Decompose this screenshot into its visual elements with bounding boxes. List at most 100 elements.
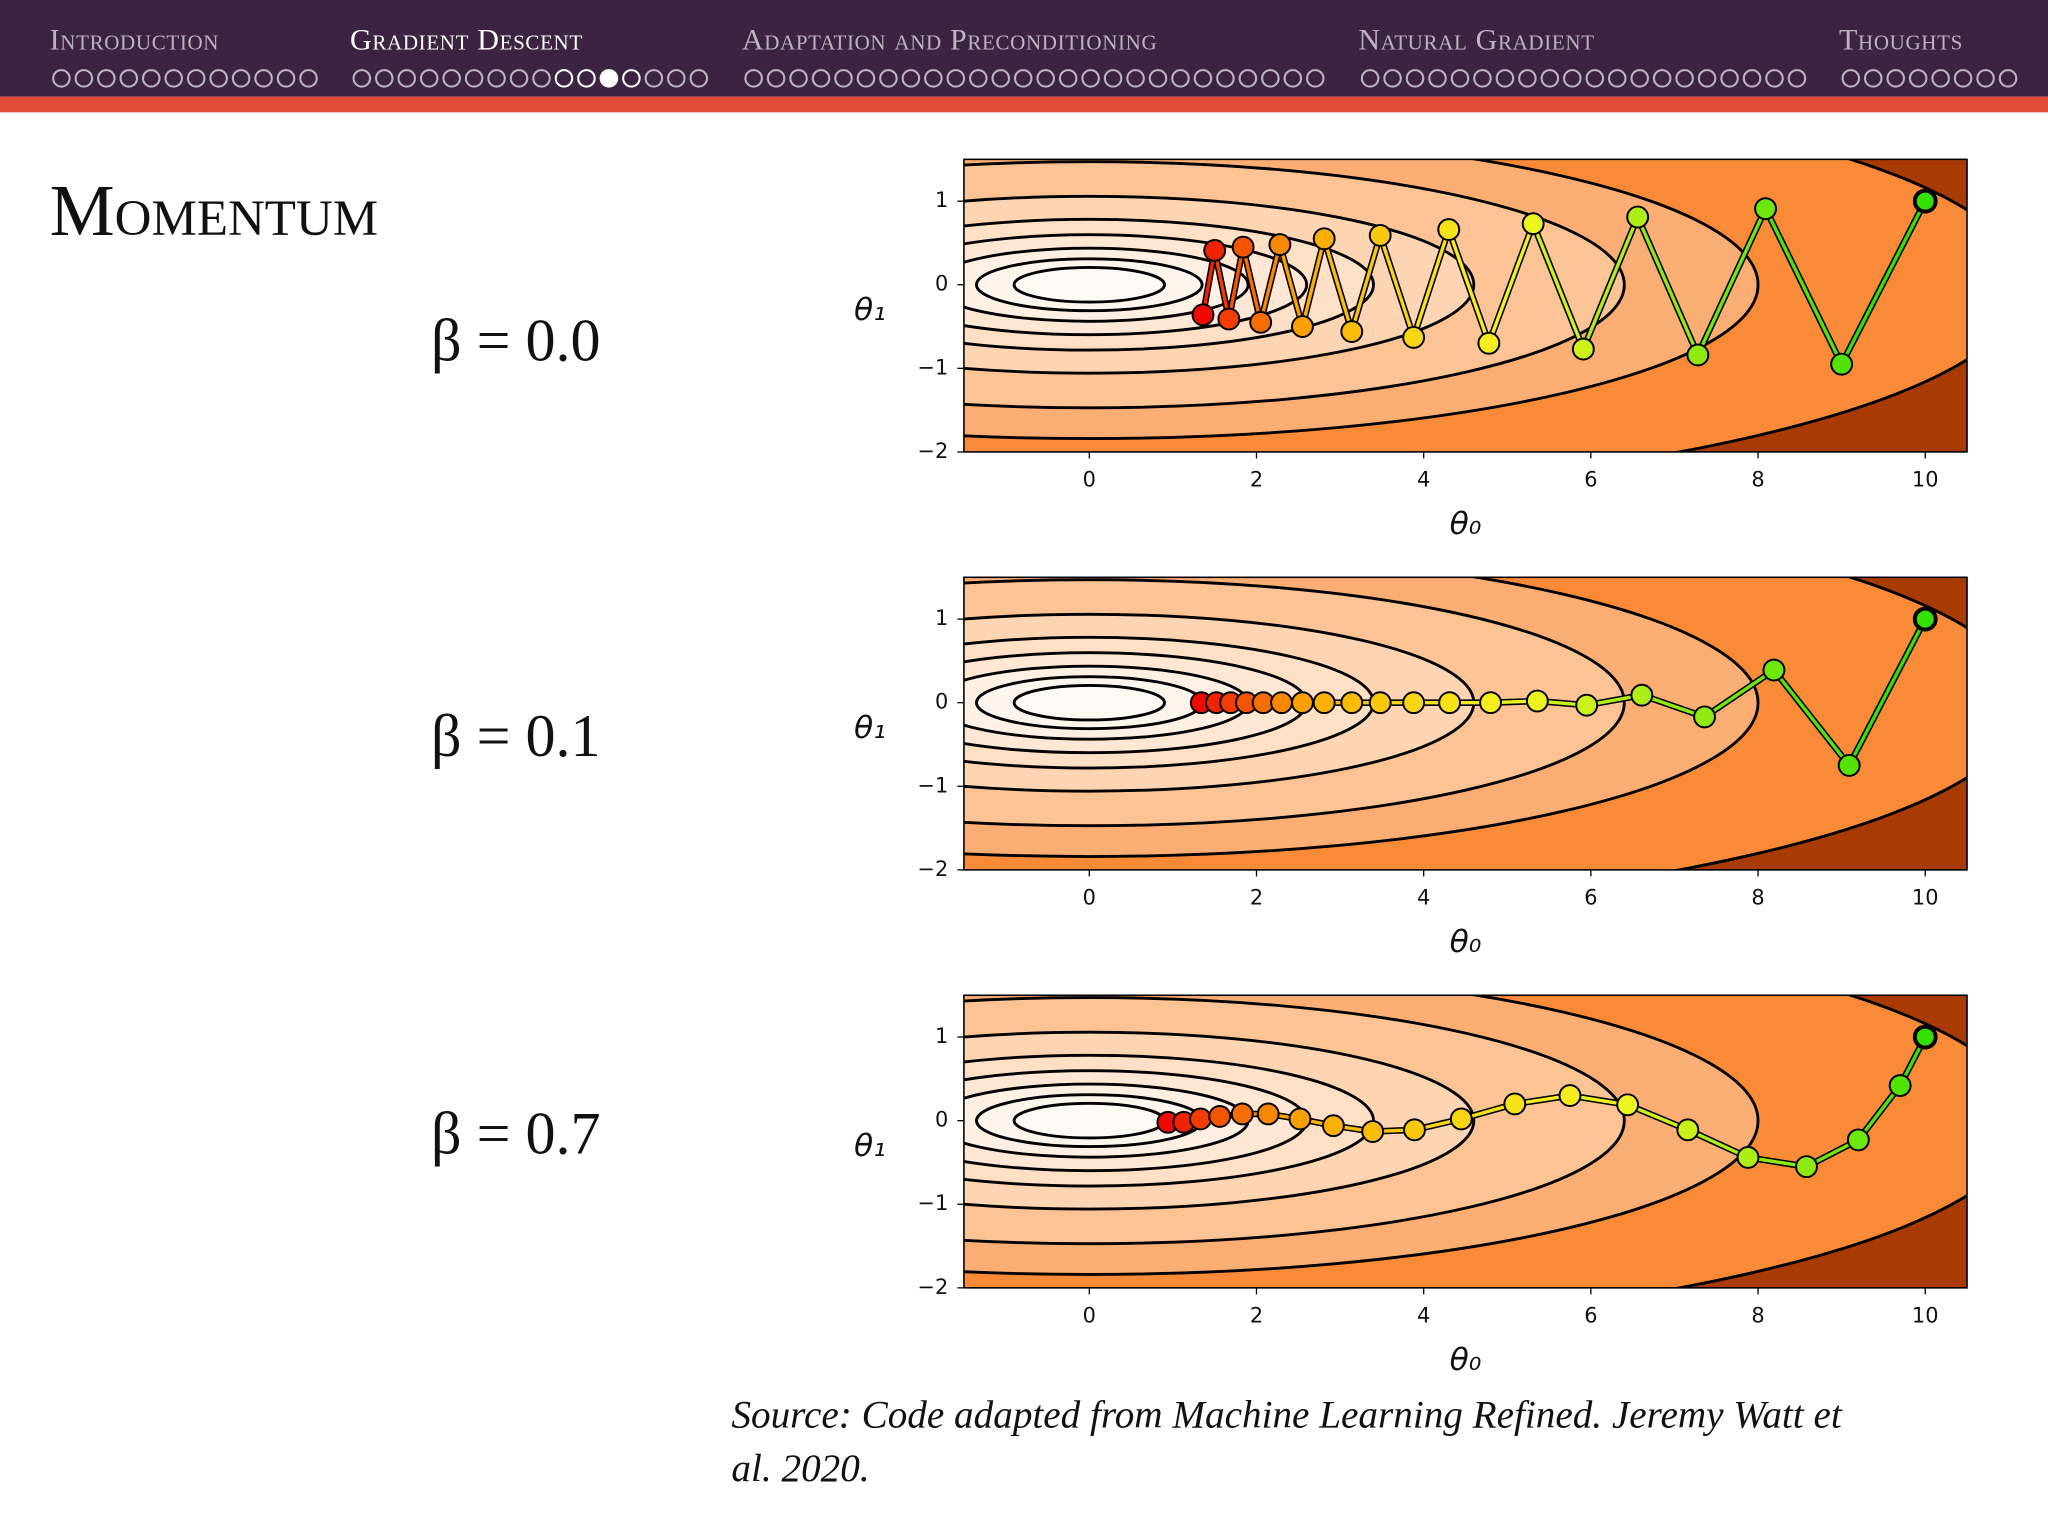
x-tick-label: 2 [1250,1304,1263,1328]
x-tick-label: 10 [1912,468,1939,492]
y-tick-label: 1 [935,188,948,212]
nav-dot [1540,69,1560,88]
nav-dot [1787,69,1807,88]
nav-dot [622,69,641,88]
nav-dot [299,69,318,88]
nav-dot [901,69,921,88]
y-tick-label: −2 [917,439,948,463]
nav-dot [879,69,898,88]
point [1189,1107,1212,1131]
x-tick-label: 6 [1584,886,1597,910]
y-tick-label: −1 [917,355,948,379]
nav-dot [766,69,786,88]
point [1912,188,1938,214]
nav-dot [1720,69,1739,88]
y-tick-label: −2 [917,857,948,881]
path-segment [1447,228,1491,344]
point [1203,239,1227,262]
point [1191,303,1215,327]
nav-dot [1931,69,1950,88]
nav-dot [1908,69,1928,88]
nav-dot [352,69,372,88]
source-line: Source: Code adapted from Machine Learni… [731,1394,1842,1437]
x-axis-label: θ₀ [1450,924,1482,960]
nav-dot [577,69,596,88]
nav-dot [164,69,183,88]
nav-dot [231,69,251,88]
path-segment [1213,250,1231,320]
point [1693,705,1716,729]
y-axis-label: θ₁ [854,710,886,746]
point [1686,343,1710,367]
nav-dot [1305,69,1325,88]
nav-dot [1036,69,1055,88]
point [1402,691,1426,715]
nav-dot [1495,69,1515,88]
path-segment [1696,207,1768,356]
nav-dot [1742,69,1762,88]
x-tick-label: 4 [1417,886,1430,910]
point [1291,691,1314,715]
contours [963,159,1968,452]
nav-dot [667,69,686,88]
nav-dot [1518,69,1537,88]
nav-dot [97,69,116,88]
nav-dot [689,69,709,88]
nav-dot [1193,69,1213,88]
point [1270,691,1293,715]
nav-dot [209,69,228,88]
x-tick-label: 4 [1417,1304,1430,1328]
point [1846,1128,1870,1152]
point [1795,1155,1818,1179]
nav-dot [644,69,664,88]
nav-dot [141,69,161,88]
nav-dot [1171,69,1190,88]
nav-dot [1148,69,1168,88]
plot-frame [963,158,1968,453]
point [1340,691,1364,715]
path-segment [1531,223,1585,350]
nav-item: Adaptation and Preconditioning [742,24,1157,57]
point [1402,325,1426,349]
nav-dot [1216,69,1235,88]
nav-dot [744,69,763,88]
contour-line [1012,683,1166,722]
point [1340,320,1364,343]
x-axis-label: θ₀ [1450,506,1482,542]
point [1291,315,1314,338]
point [1558,1084,1582,1108]
point [1912,606,1938,632]
nav-dot [1841,69,1861,88]
x-tick-label: 10 [1912,886,1939,910]
plot-frame [963,994,1968,1289]
nav-dot [397,69,417,88]
point [1626,205,1650,229]
nav-dot [924,69,943,88]
beta-label: β = 0.0 [431,306,601,373]
nav-dot [1863,69,1883,88]
beta-label: β = 0.7 [431,1099,601,1166]
path-segment [1581,216,1640,350]
point [1268,233,1292,257]
point [1888,1074,1912,1097]
path-segment [1412,229,1451,338]
y-tick-label: 0 [935,272,948,296]
point [1368,223,1392,247]
nav-item: Gradient Descent [350,24,583,57]
y-axis-label: θ₁ [854,1128,886,1164]
nav-dot [1607,69,1627,88]
point [1575,693,1599,717]
nav-dot [186,69,206,88]
nav-dot [1261,69,1280,88]
point [1676,1118,1700,1142]
nav-dot [991,69,1011,88]
nav-item: Thoughts [1839,24,1963,57]
nav-dot [1383,69,1402,88]
point [1503,1092,1527,1116]
y-tick-label: −1 [917,773,948,797]
y-tick-label: 1 [935,606,948,630]
point [1479,691,1502,715]
path-segment [1350,234,1382,333]
beta-label: β = 0.1 [431,702,601,769]
